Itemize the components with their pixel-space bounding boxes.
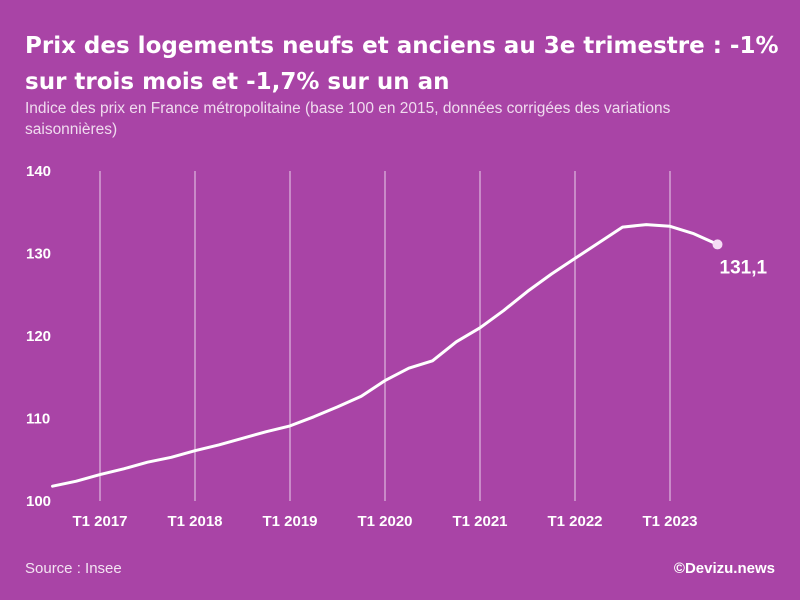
x-tick-label: T1 2019: [262, 513, 317, 530]
x-axis-ticks: T1 2017 T1 2018 T1 2019 T1 2020 T1 2021 T1 20…: [72, 513, 697, 530]
x-tick-label: T1 2018: [167, 513, 222, 530]
x-tick-label: T1 2017: [72, 513, 127, 530]
source-note: Source : Insee: [25, 560, 122, 577]
y-tick-label: 120: [26, 328, 51, 345]
y-axis-ticks: 100 110 120 130 140: [26, 163, 51, 510]
x-tick-label: T1 2020: [357, 513, 412, 530]
x-tick-label: T1 2023: [642, 513, 697, 530]
y-tick-label: 110: [26, 411, 50, 428]
chart-title: Prix des logements neufs et anciens au 3…: [25, 33, 779, 95]
x-tick-label: T1 2022: [547, 513, 602, 530]
y-tick-label: 130: [26, 246, 51, 263]
series-layer: 131,1: [51, 223, 768, 488]
y-tick-label: 140: [26, 163, 51, 180]
grid-layer: [99, 171, 671, 501]
end-point-marker: [712, 239, 723, 250]
chart-subtitle: Indice des prix en France métropolitaine…: [25, 100, 671, 138]
series-line: [51, 223, 719, 488]
y-tick-label: 100: [26, 493, 51, 510]
credit-label[interactable]: ©Devizu.news: [673, 560, 775, 577]
x-tick-label: T1 2021: [452, 513, 507, 530]
end-value-label: 131,1: [720, 257, 768, 278]
